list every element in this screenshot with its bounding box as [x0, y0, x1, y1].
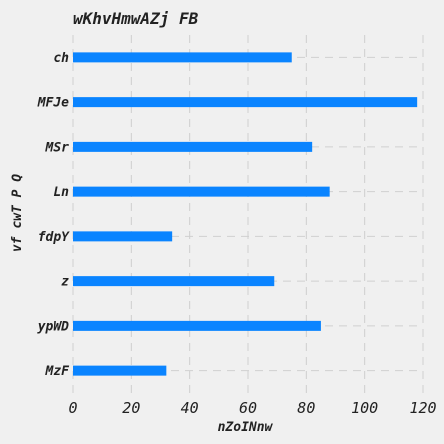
x-axis-label: nZoINnw [218, 420, 274, 435]
y-tick-label: z [61, 275, 69, 290]
chart-title: wKhvHmwAZj FB [73, 9, 199, 28]
x-tick-label: 100 [351, 399, 378, 417]
bar-MSr [73, 141, 313, 152]
y-tick-label: MFJe [37, 96, 69, 111]
bar-Ln [73, 186, 330, 197]
bar-ypWD [73, 320, 321, 331]
y-axis-label: vf cwT P Q [10, 174, 25, 252]
bar-MFJe [73, 97, 418, 108]
y-tick-label: fdpY [38, 230, 70, 245]
y-tick-label: Ln [53, 185, 69, 200]
bar-fdpY [73, 231, 173, 242]
x-tick-label: 20 [122, 399, 140, 417]
x-tick-label: 80 [297, 399, 315, 417]
y-tick-label: MSr [45, 140, 70, 155]
y-tick-labels: ch MFJe MSr Ln fdpY z ypWD MzF [37, 51, 70, 379]
bar-ch [73, 52, 292, 63]
y-tick-label: ypWD [37, 319, 69, 334]
x-tick-label: 40 [181, 399, 199, 417]
y-tick-label: MzF [45, 364, 71, 379]
x-tick-label: 0 [68, 399, 77, 417]
x-tick-label: 120 [409, 399, 436, 417]
bar-z [73, 276, 275, 287]
x-tick-label: 60 [239, 399, 257, 417]
grid [72, 35, 424, 393]
bars [73, 52, 418, 376]
y-tick-label: ch [53, 51, 69, 66]
bar-MzF [73, 365, 167, 376]
x-tick-labels: 0 20 40 60 80 100 120 [68, 399, 436, 417]
